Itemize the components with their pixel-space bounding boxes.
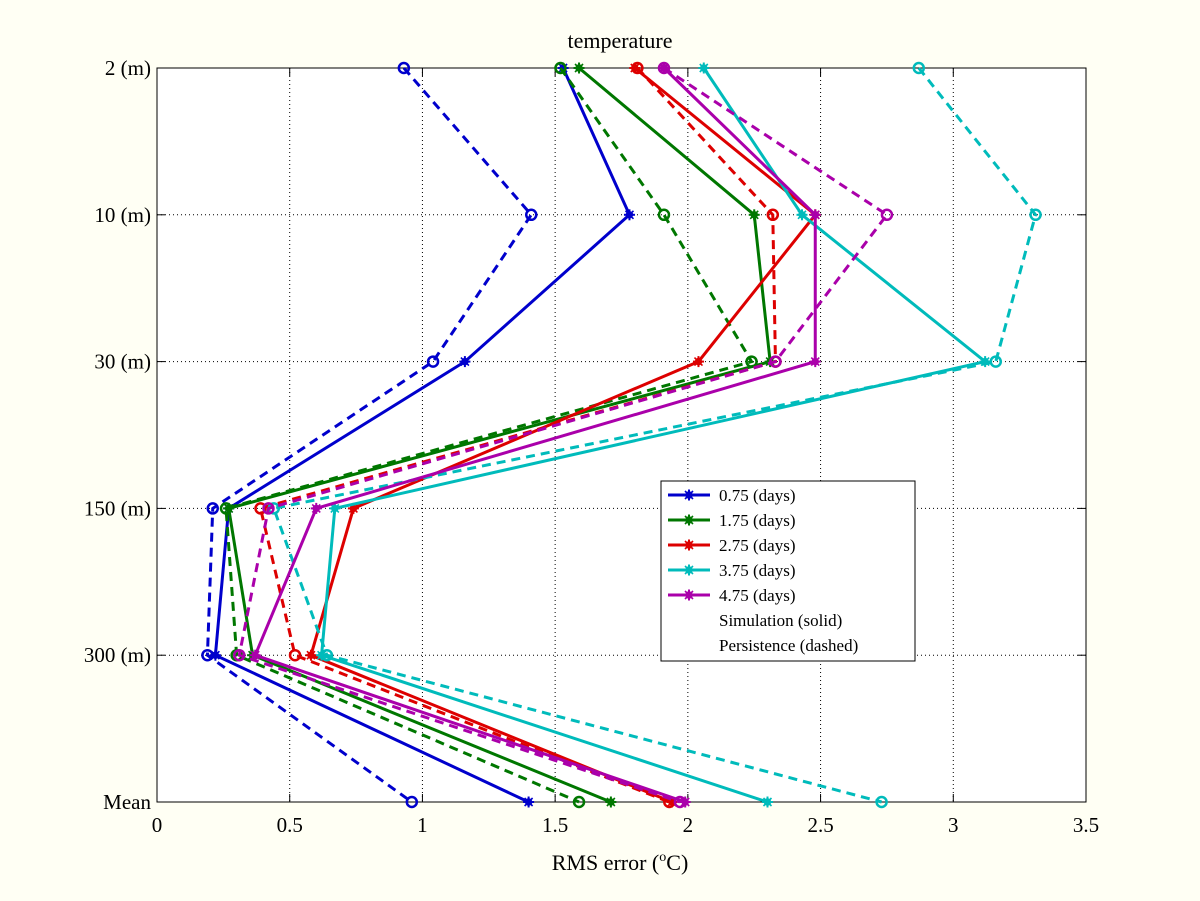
x-tick-label: 1 xyxy=(417,813,428,837)
simulation-point xyxy=(223,502,235,514)
x-tick-label: 2.5 xyxy=(807,813,833,837)
series-group xyxy=(267,61,1042,809)
simulation-point xyxy=(658,62,670,74)
legend-note: Persistence (dashed) xyxy=(719,636,858,655)
legend: 0.75 (days) 1.75 (days) 2.75 (days) 3.75 (d… xyxy=(660,480,916,662)
simulation-line xyxy=(213,67,632,804)
legend-label: 2.75 (days) xyxy=(719,536,795,555)
legend-label: 1.75 (days) xyxy=(719,511,795,530)
persistence-point xyxy=(766,208,780,222)
legend-note: Simulation (solid) xyxy=(719,611,842,630)
persistence-point xyxy=(288,648,302,662)
simulation-point xyxy=(573,62,585,74)
simulation-line xyxy=(253,66,817,804)
persistence-point xyxy=(745,355,758,368)
persistence-point xyxy=(769,355,782,368)
simulation-point xyxy=(979,356,991,368)
legend-label: 3.75 (days) xyxy=(719,561,795,580)
simulation-point xyxy=(605,796,617,808)
series-group xyxy=(233,61,894,809)
persistence-point xyxy=(233,648,246,662)
simulation-point xyxy=(809,356,821,368)
persistence-point xyxy=(525,208,538,222)
legend-entry: 0.75 (days) xyxy=(668,486,795,505)
persistence-line xyxy=(258,66,777,804)
x-tick-label: 0.5 xyxy=(277,813,303,837)
persistence-point xyxy=(880,208,894,222)
legend-entry: 4.75 (days) xyxy=(668,586,795,605)
simulation-point xyxy=(698,62,710,74)
simulation-point xyxy=(809,209,821,221)
simulation-point xyxy=(316,649,328,661)
simulation-line xyxy=(319,67,989,804)
simulation-point xyxy=(679,796,691,808)
y-tick-label: Mean xyxy=(103,790,151,814)
persistence-point xyxy=(426,355,440,368)
x-axis-label-suffix: C) xyxy=(666,850,688,875)
persistence-point xyxy=(254,502,267,515)
persistence-point xyxy=(572,795,586,809)
x-tick-label: 1.5 xyxy=(542,813,568,837)
simulation-point xyxy=(329,502,341,514)
y-tick-label: 2 (m) xyxy=(105,56,151,80)
persistence-line xyxy=(205,67,534,804)
persistence-line xyxy=(224,67,754,804)
axis-ticks: 0 0.5 1 1.5 2 2.5 3 3.5 2 (m) 10 (m) 30 (m) 150 (m)… xyxy=(84,56,1099,837)
legend-label: 4.75 (days) xyxy=(719,586,795,605)
simulation-point xyxy=(683,539,695,551)
simulation-point xyxy=(692,356,704,368)
chart-title: temperature xyxy=(567,28,672,53)
simulation-point xyxy=(623,209,635,221)
simulation-point xyxy=(796,209,808,221)
simulation-point xyxy=(683,564,695,576)
x-axis-label-prefix: RMS error ( xyxy=(552,850,660,875)
simulation-point xyxy=(683,489,695,501)
persistence-line xyxy=(271,67,1038,804)
simulation-point xyxy=(748,209,760,221)
persistence-point xyxy=(912,61,926,75)
x-axis-label-superscript: o xyxy=(659,850,666,865)
persistence-point xyxy=(405,795,419,809)
simulation-point xyxy=(310,502,322,514)
persistence-point xyxy=(657,208,671,222)
simulation-point xyxy=(629,62,641,74)
persistence-line xyxy=(237,66,890,804)
x-tick-label: 0 xyxy=(152,813,163,837)
simulation-point xyxy=(209,649,221,661)
persistence-point xyxy=(262,502,275,515)
legend-label: 0.75 (days) xyxy=(719,486,795,505)
grid-lines xyxy=(157,68,1086,802)
simulation-point xyxy=(459,356,471,368)
x-axis-label: RMS error (oC) xyxy=(552,850,689,875)
legend-entry: 2.75 (days) xyxy=(668,536,795,555)
x-tick-label: 3.5 xyxy=(1073,813,1099,837)
x-tick-label: 3 xyxy=(948,813,959,837)
y-tick-label: 300 (m) xyxy=(84,643,151,667)
simulation-point xyxy=(523,796,535,808)
simulation-point xyxy=(683,514,695,526)
x-tick-label: 2 xyxy=(683,813,694,837)
y-tick-label: 10 (m) xyxy=(94,203,151,227)
y-tick-label: 150 (m) xyxy=(84,496,151,520)
legend-entry: 3.75 (days) xyxy=(668,561,795,580)
persistence-point xyxy=(206,502,219,515)
simulation-point xyxy=(683,589,695,601)
y-tick-label: 30 (m) xyxy=(94,350,151,374)
persistence-point xyxy=(989,355,1003,368)
simulation-point xyxy=(761,796,773,808)
persistence-point xyxy=(1029,208,1042,222)
plot-frame xyxy=(156,67,1087,803)
persistence-point xyxy=(875,795,888,809)
legend-entry: 1.75 (days) xyxy=(668,511,795,530)
persistence-point xyxy=(397,61,411,75)
simulation-point xyxy=(249,649,261,661)
persistence-point xyxy=(554,61,567,75)
series-group xyxy=(201,61,635,809)
simulation-point xyxy=(305,649,317,661)
series-lines xyxy=(201,61,1042,809)
